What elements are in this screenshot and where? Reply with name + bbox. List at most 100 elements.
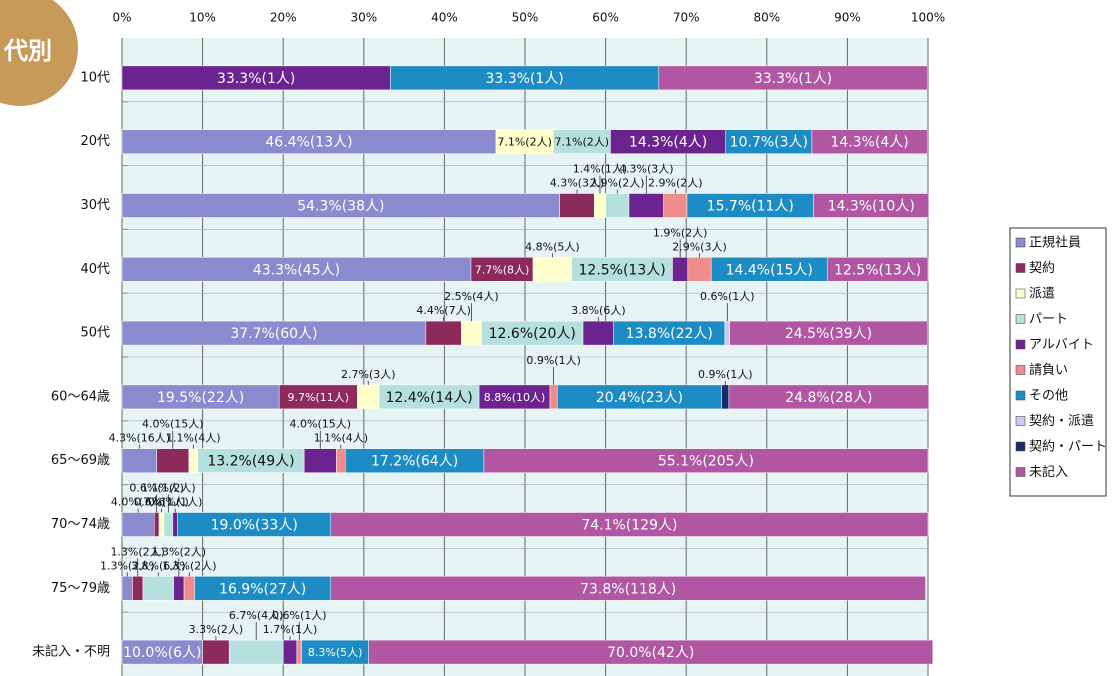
data-label: 1.3%(2人)	[162, 559, 217, 572]
data-label: 1.7%(1人)	[263, 623, 318, 636]
x-tick-label: 70%	[673, 11, 700, 25]
y-tick-label: 10代	[80, 70, 110, 85]
data-label: 24.8%(28人)	[785, 390, 872, 406]
data-label: 24.5%(39人)	[785, 326, 872, 342]
data-label: 43.3%(45人)	[253, 262, 340, 278]
legend-swatch	[1015, 314, 1026, 324]
data-label: 3.3%(2人)	[189, 623, 244, 636]
data-label: 2.9%(2人)	[648, 177, 703, 190]
data-label: 14.3%(4人)	[629, 135, 707, 151]
bar-segment	[282, 639, 298, 665]
data-label: 9.7%(11人)	[287, 391, 349, 404]
bar-segment	[357, 384, 380, 410]
legend-swatch	[1015, 390, 1026, 401]
data-label: 19.5%(22人)	[157, 390, 244, 406]
x-tick-label: 60%	[592, 11, 619, 25]
bar-segment	[156, 448, 190, 473]
legend-label: パート	[1029, 312, 1068, 327]
bar-segment	[658, 65, 928, 91]
data-label: 0.6%(1人)	[272, 609, 327, 622]
x-tick-label: 90%	[834, 11, 861, 25]
data-label: 2.5%(4人)	[444, 290, 499, 303]
data-label: 7.7%(8人)	[475, 263, 530, 276]
y-tick-label: 30代	[80, 198, 110, 213]
data-label: 4.4%(7人)	[416, 304, 471, 317]
legend-swatch	[1015, 441, 1026, 452]
bar-segment	[461, 320, 482, 346]
bar-segment	[296, 639, 302, 665]
data-label: 0.9%(1人)	[526, 354, 581, 367]
bar-segment	[605, 193, 630, 218]
bar-segment	[549, 384, 558, 410]
bar-segment	[303, 448, 337, 473]
legend-label: 正規社員	[1029, 235, 1081, 251]
data-label: 4.0%(15人)	[290, 418, 352, 431]
bar-segment	[121, 448, 157, 473]
legend-swatch	[1015, 237, 1026, 248]
bar-segment	[687, 257, 712, 282]
legend-swatch	[1015, 467, 1026, 477]
data-label: 3.8%(6人)	[131, 559, 186, 572]
x-tick-label: 80%	[753, 11, 780, 25]
data-label: 12.5%(13人)	[834, 262, 921, 278]
data-label: 0.9%(1人)	[698, 368, 753, 381]
bar-segment	[330, 576, 926, 601]
data-label: 33.3%(1人)	[485, 71, 563, 87]
bar-segment	[728, 384, 930, 410]
data-label: 7.1%(2人)	[555, 136, 610, 149]
bar-segment	[121, 320, 427, 346]
legend-label: 未記入	[1029, 464, 1068, 480]
x-tick-label: 0%	[112, 11, 131, 25]
bar-segment	[121, 639, 203, 665]
legend-label: 契約・派遣	[1029, 414, 1094, 429]
data-label: 15.7%(11人)	[707, 199, 794, 215]
data-label: 74.1%(129人)	[581, 518, 677, 534]
data-label: 1.3%(2人)	[100, 559, 155, 572]
bar-segment	[724, 320, 730, 346]
data-label: 10.7%(3人)	[730, 135, 808, 151]
data-label: 7.1%(2人)	[497, 136, 552, 149]
bar-segment	[173, 576, 185, 601]
bar-segment	[121, 576, 133, 601]
badge-text: 代別	[3, 37, 52, 65]
y-tick-label: 20代	[80, 134, 110, 149]
legend-swatch	[1015, 263, 1026, 273]
x-tick-label: 40%	[431, 11, 458, 25]
data-label: 17.2%(64人)	[371, 454, 458, 470]
bar-segment	[582, 320, 614, 346]
data-label: 55.1%(205人)	[658, 454, 754, 470]
x-tick-label: 30%	[350, 11, 377, 25]
bar-segment	[368, 639, 934, 665]
bar-segment	[478, 384, 551, 410]
bar-segment	[672, 257, 689, 282]
bar-segment	[721, 384, 730, 410]
data-label: 3.8%(6人)	[571, 304, 626, 317]
data-label: 14.3%(4人)	[830, 135, 908, 151]
legend-swatch	[1015, 365, 1026, 375]
data-label: 2.9%(2人)	[590, 177, 645, 190]
data-label: 33.3%(1人)	[754, 71, 832, 87]
x-tick-label: 100%	[911, 11, 945, 25]
y-tick-label: 65〜69歳	[51, 453, 110, 468]
data-label: 4.0%(15人)	[142, 418, 204, 431]
bar-segment	[663, 193, 688, 218]
data-label: 12.4%(14人)	[385, 390, 472, 406]
badge-circle	[0, 0, 78, 106]
data-label: 4.3%(3人)	[619, 163, 674, 176]
data-label: 33.3%(1人)	[217, 71, 295, 87]
bar-segment	[378, 384, 480, 410]
data-label: 4.3%(3人)	[550, 177, 605, 190]
data-label: 1.9%(2人)	[653, 226, 708, 239]
bar-segment	[729, 320, 928, 346]
bar-segment	[594, 193, 606, 218]
bar-segment	[121, 512, 155, 537]
data-label: 0.6%(1人)	[148, 496, 203, 509]
data-label: 12.5%(13人)	[579, 262, 666, 278]
legend-label: 派遣	[1029, 287, 1055, 302]
data-label: 16.9%(27人)	[219, 581, 306, 597]
data-label: 8.8%(10人)	[484, 391, 546, 404]
data-label: 8.3%(5人)	[308, 646, 363, 659]
bar-segment	[177, 512, 332, 537]
data-label: 37.7%(60人)	[230, 326, 317, 342]
